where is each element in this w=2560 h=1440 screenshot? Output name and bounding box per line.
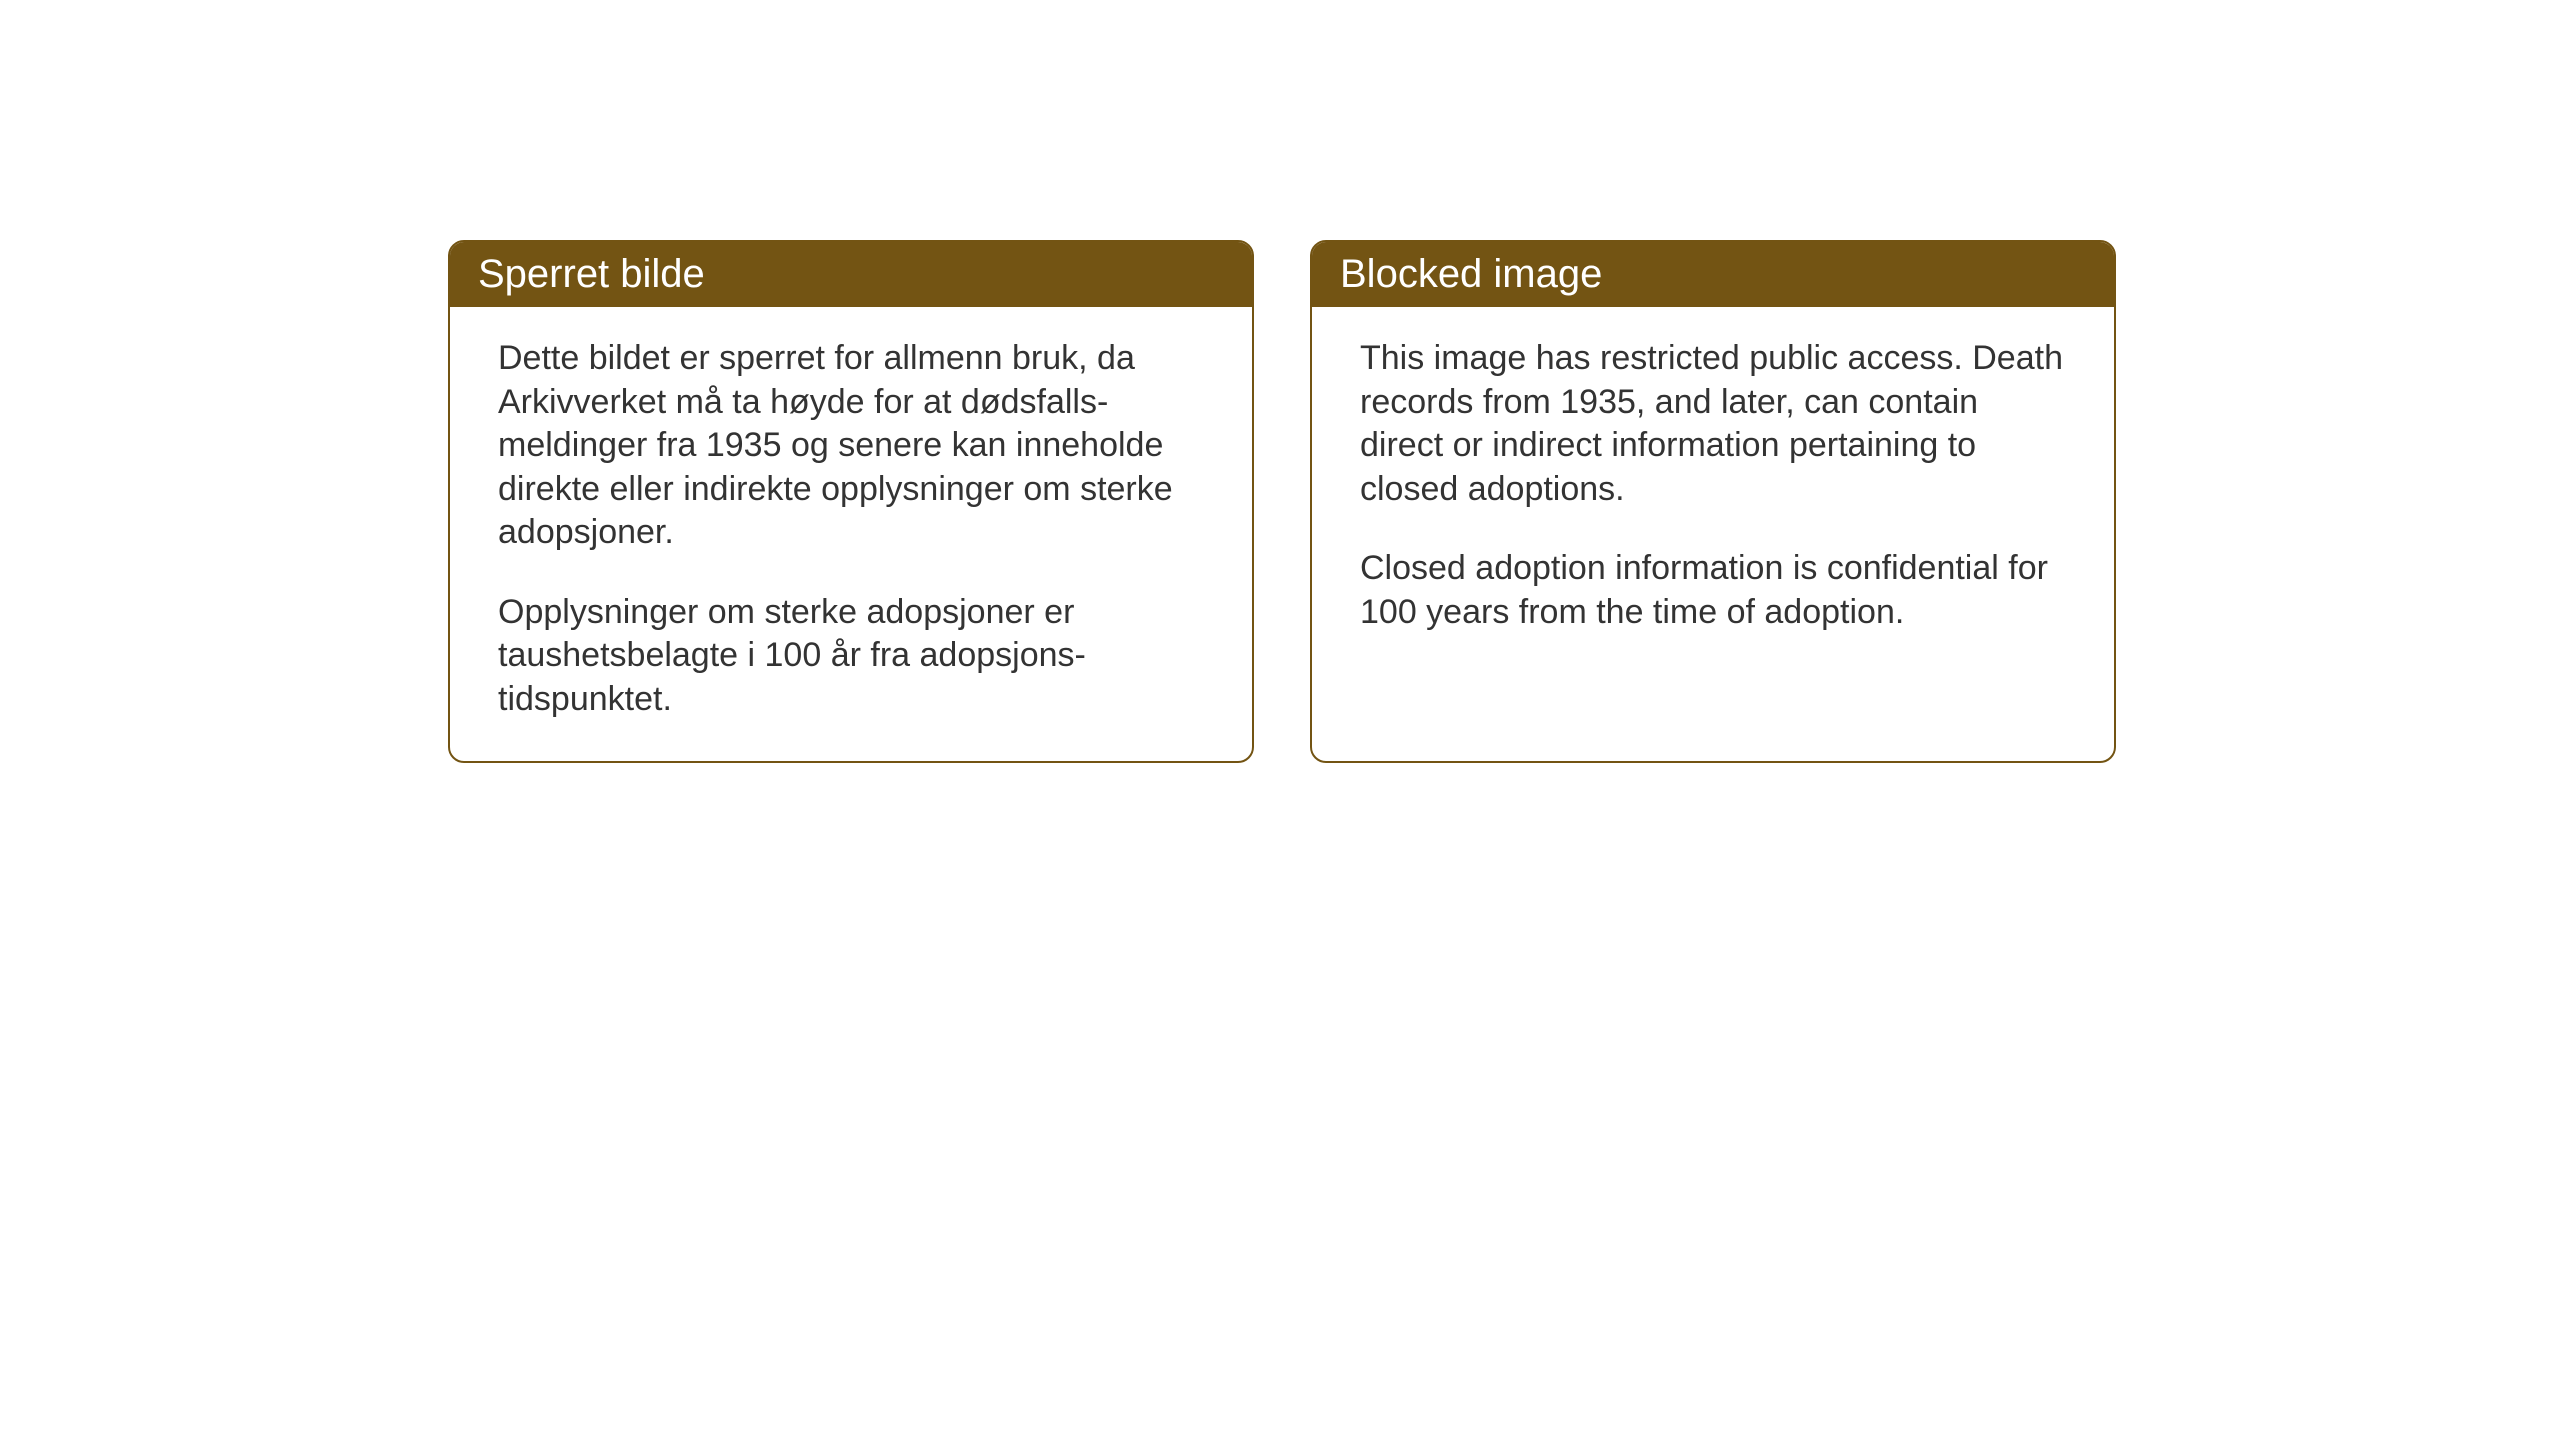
card-title-english: Blocked image <box>1340 252 1602 296</box>
cards-container: Sperret bilde Dette bildet er sperret fo… <box>448 240 2116 763</box>
card-paragraph-2-english: Closed adoption information is confident… <box>1360 547 2066 634</box>
card-norwegian: Sperret bilde Dette bildet er sperret fo… <box>448 240 1254 763</box>
card-body-english: This image has restricted public access.… <box>1312 307 2114 674</box>
card-english: Blocked image This image has restricted … <box>1310 240 2116 763</box>
card-paragraph-1-english: This image has restricted public access.… <box>1360 337 2066 511</box>
card-paragraph-2-norwegian: Opplysninger om sterke adopsjoner er tau… <box>498 591 1204 722</box>
card-header-english: Blocked image <box>1312 242 2114 307</box>
card-body-norwegian: Dette bildet er sperret for allmenn bruk… <box>450 307 1252 761</box>
card-header-norwegian: Sperret bilde <box>450 242 1252 307</box>
card-title-norwegian: Sperret bilde <box>478 252 705 296</box>
card-paragraph-1-norwegian: Dette bildet er sperret for allmenn bruk… <box>498 337 1204 555</box>
